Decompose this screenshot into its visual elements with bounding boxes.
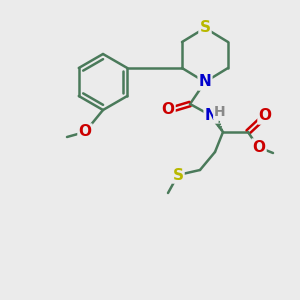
- Text: S: S: [172, 167, 184, 182]
- Text: S: S: [200, 20, 211, 35]
- Text: N: N: [205, 107, 218, 122]
- Text: O: O: [79, 124, 92, 140]
- Text: H: H: [214, 105, 226, 119]
- Text: N: N: [199, 74, 212, 89]
- Text: O: O: [253, 140, 266, 154]
- Text: O: O: [259, 109, 272, 124]
- Text: O: O: [161, 103, 175, 118]
